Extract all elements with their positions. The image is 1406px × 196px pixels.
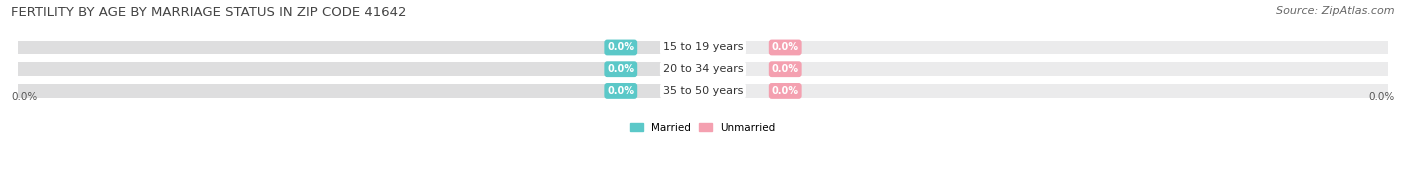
Text: 0.0%: 0.0% — [11, 92, 38, 102]
Text: 0.0%: 0.0% — [772, 64, 799, 74]
Text: 0.0%: 0.0% — [607, 86, 634, 96]
Text: 15 to 19 years: 15 to 19 years — [662, 43, 744, 53]
Bar — [18, 63, 703, 76]
Text: 20 to 34 years: 20 to 34 years — [662, 64, 744, 74]
Bar — [703, 84, 1388, 98]
Text: FERTILITY BY AGE BY MARRIAGE STATUS IN ZIP CODE 41642: FERTILITY BY AGE BY MARRIAGE STATUS IN Z… — [11, 6, 406, 19]
Text: 0.0%: 0.0% — [772, 43, 799, 53]
Bar — [703, 41, 1388, 54]
Text: 0.0%: 0.0% — [607, 64, 634, 74]
Legend: Married, Unmarried: Married, Unmarried — [630, 123, 776, 133]
Bar — [18, 84, 703, 98]
Text: 0.0%: 0.0% — [607, 43, 634, 53]
Text: 0.0%: 0.0% — [1368, 92, 1395, 102]
Bar — [18, 41, 703, 54]
Text: Source: ZipAtlas.com: Source: ZipAtlas.com — [1277, 6, 1395, 16]
Bar — [703, 63, 1388, 76]
Text: 0.0%: 0.0% — [772, 86, 799, 96]
Text: 35 to 50 years: 35 to 50 years — [662, 86, 744, 96]
